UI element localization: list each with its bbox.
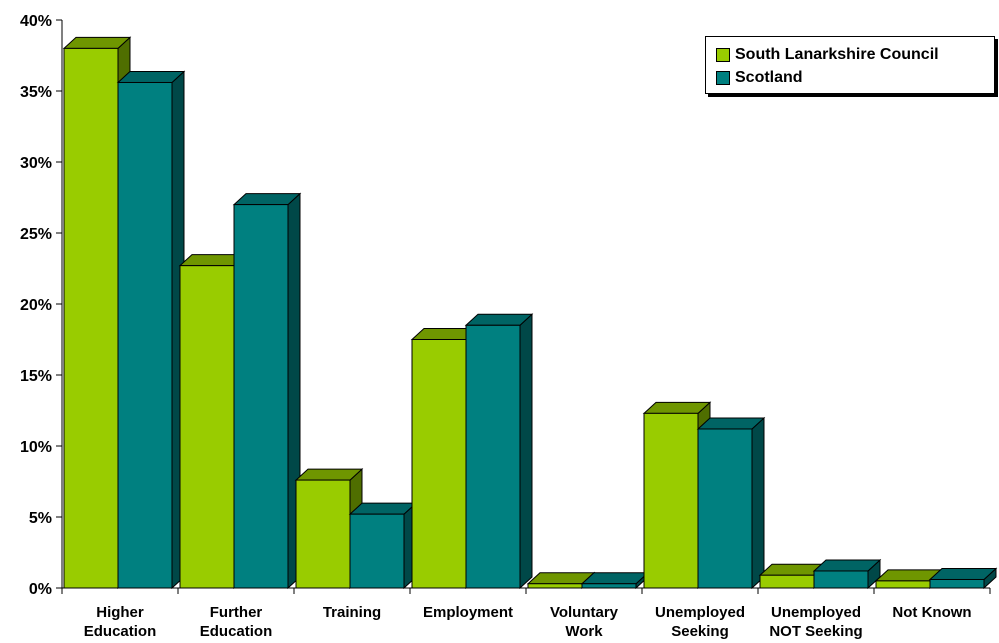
bar (179, 265, 235, 589)
legend-label-scotland: Scotland (735, 68, 803, 86)
bar (465, 324, 521, 589)
bar (349, 513, 405, 589)
x-tick-label: Education (84, 623, 157, 640)
legend-swatch-scotland (716, 70, 730, 85)
y-tick-label: 15% (20, 368, 52, 385)
bar-top (294, 468, 364, 481)
x-tick-label: NOT Seeking (769, 623, 862, 640)
y-tick-label: 30% (20, 155, 52, 172)
plot-area: 0% 5% 10% 15% 20% 25% 30% 35% 40% Higher Education… (20, 13, 998, 640)
bar (411, 339, 467, 589)
y-tick-label: 35% (20, 84, 52, 101)
y-tick-label: 5% (29, 510, 52, 527)
x-tick-label: Employment (423, 604, 513, 621)
bar-side (519, 313, 533, 590)
bar-top (348, 502, 418, 515)
bar-side (751, 416, 765, 590)
x-tick-label: Unemployed (771, 604, 861, 621)
bar-top (580, 572, 650, 585)
bar (813, 570, 869, 589)
bar-top (696, 417, 766, 430)
y-tick-label: 25% (20, 226, 52, 243)
x-tick-label: Training (323, 604, 381, 621)
bar (929, 578, 985, 589)
x-tick-label: Voluntary (550, 604, 619, 621)
x-tick-label: Higher (96, 604, 144, 621)
x-tick-label: Further (210, 604, 263, 621)
x-tick-label: Work (565, 623, 603, 640)
legend-item-scotland: Scotland (716, 66, 994, 89)
y-tick-label: 20% (20, 297, 52, 314)
bar (581, 583, 637, 589)
x-tick-label: Education (200, 623, 273, 640)
bar-top (232, 193, 302, 206)
bar (875, 580, 931, 589)
legend-swatch-south-lanarkshire (716, 47, 730, 62)
bar (527, 583, 583, 589)
bar (63, 47, 119, 589)
bar (295, 479, 351, 589)
y-tick-label: 40% (20, 13, 52, 30)
bar (233, 204, 289, 589)
bar (697, 428, 753, 589)
bar-top (812, 559, 882, 572)
bar (117, 81, 173, 589)
y-tick-label: 0% (29, 581, 52, 598)
bar-top (116, 70, 186, 83)
x-tick-label: Not Known (892, 604, 971, 621)
bar-top (642, 401, 712, 414)
legend-item-south-lanarkshire: South Lanarkshire Council (716, 43, 994, 66)
y-tick-label: 10% (20, 439, 52, 456)
bar-top (928, 567, 998, 580)
bar (759, 574, 815, 589)
x-tick-label: Seeking (671, 623, 729, 640)
bar (643, 412, 699, 589)
bar-top (62, 36, 132, 49)
chart-legend: South Lanarkshire Council Scotland (705, 36, 995, 94)
x-tick-label: Unemployed (655, 604, 745, 621)
bar-top (464, 313, 534, 326)
legend-label-south-lanarkshire: South Lanarkshire Council (735, 45, 939, 63)
